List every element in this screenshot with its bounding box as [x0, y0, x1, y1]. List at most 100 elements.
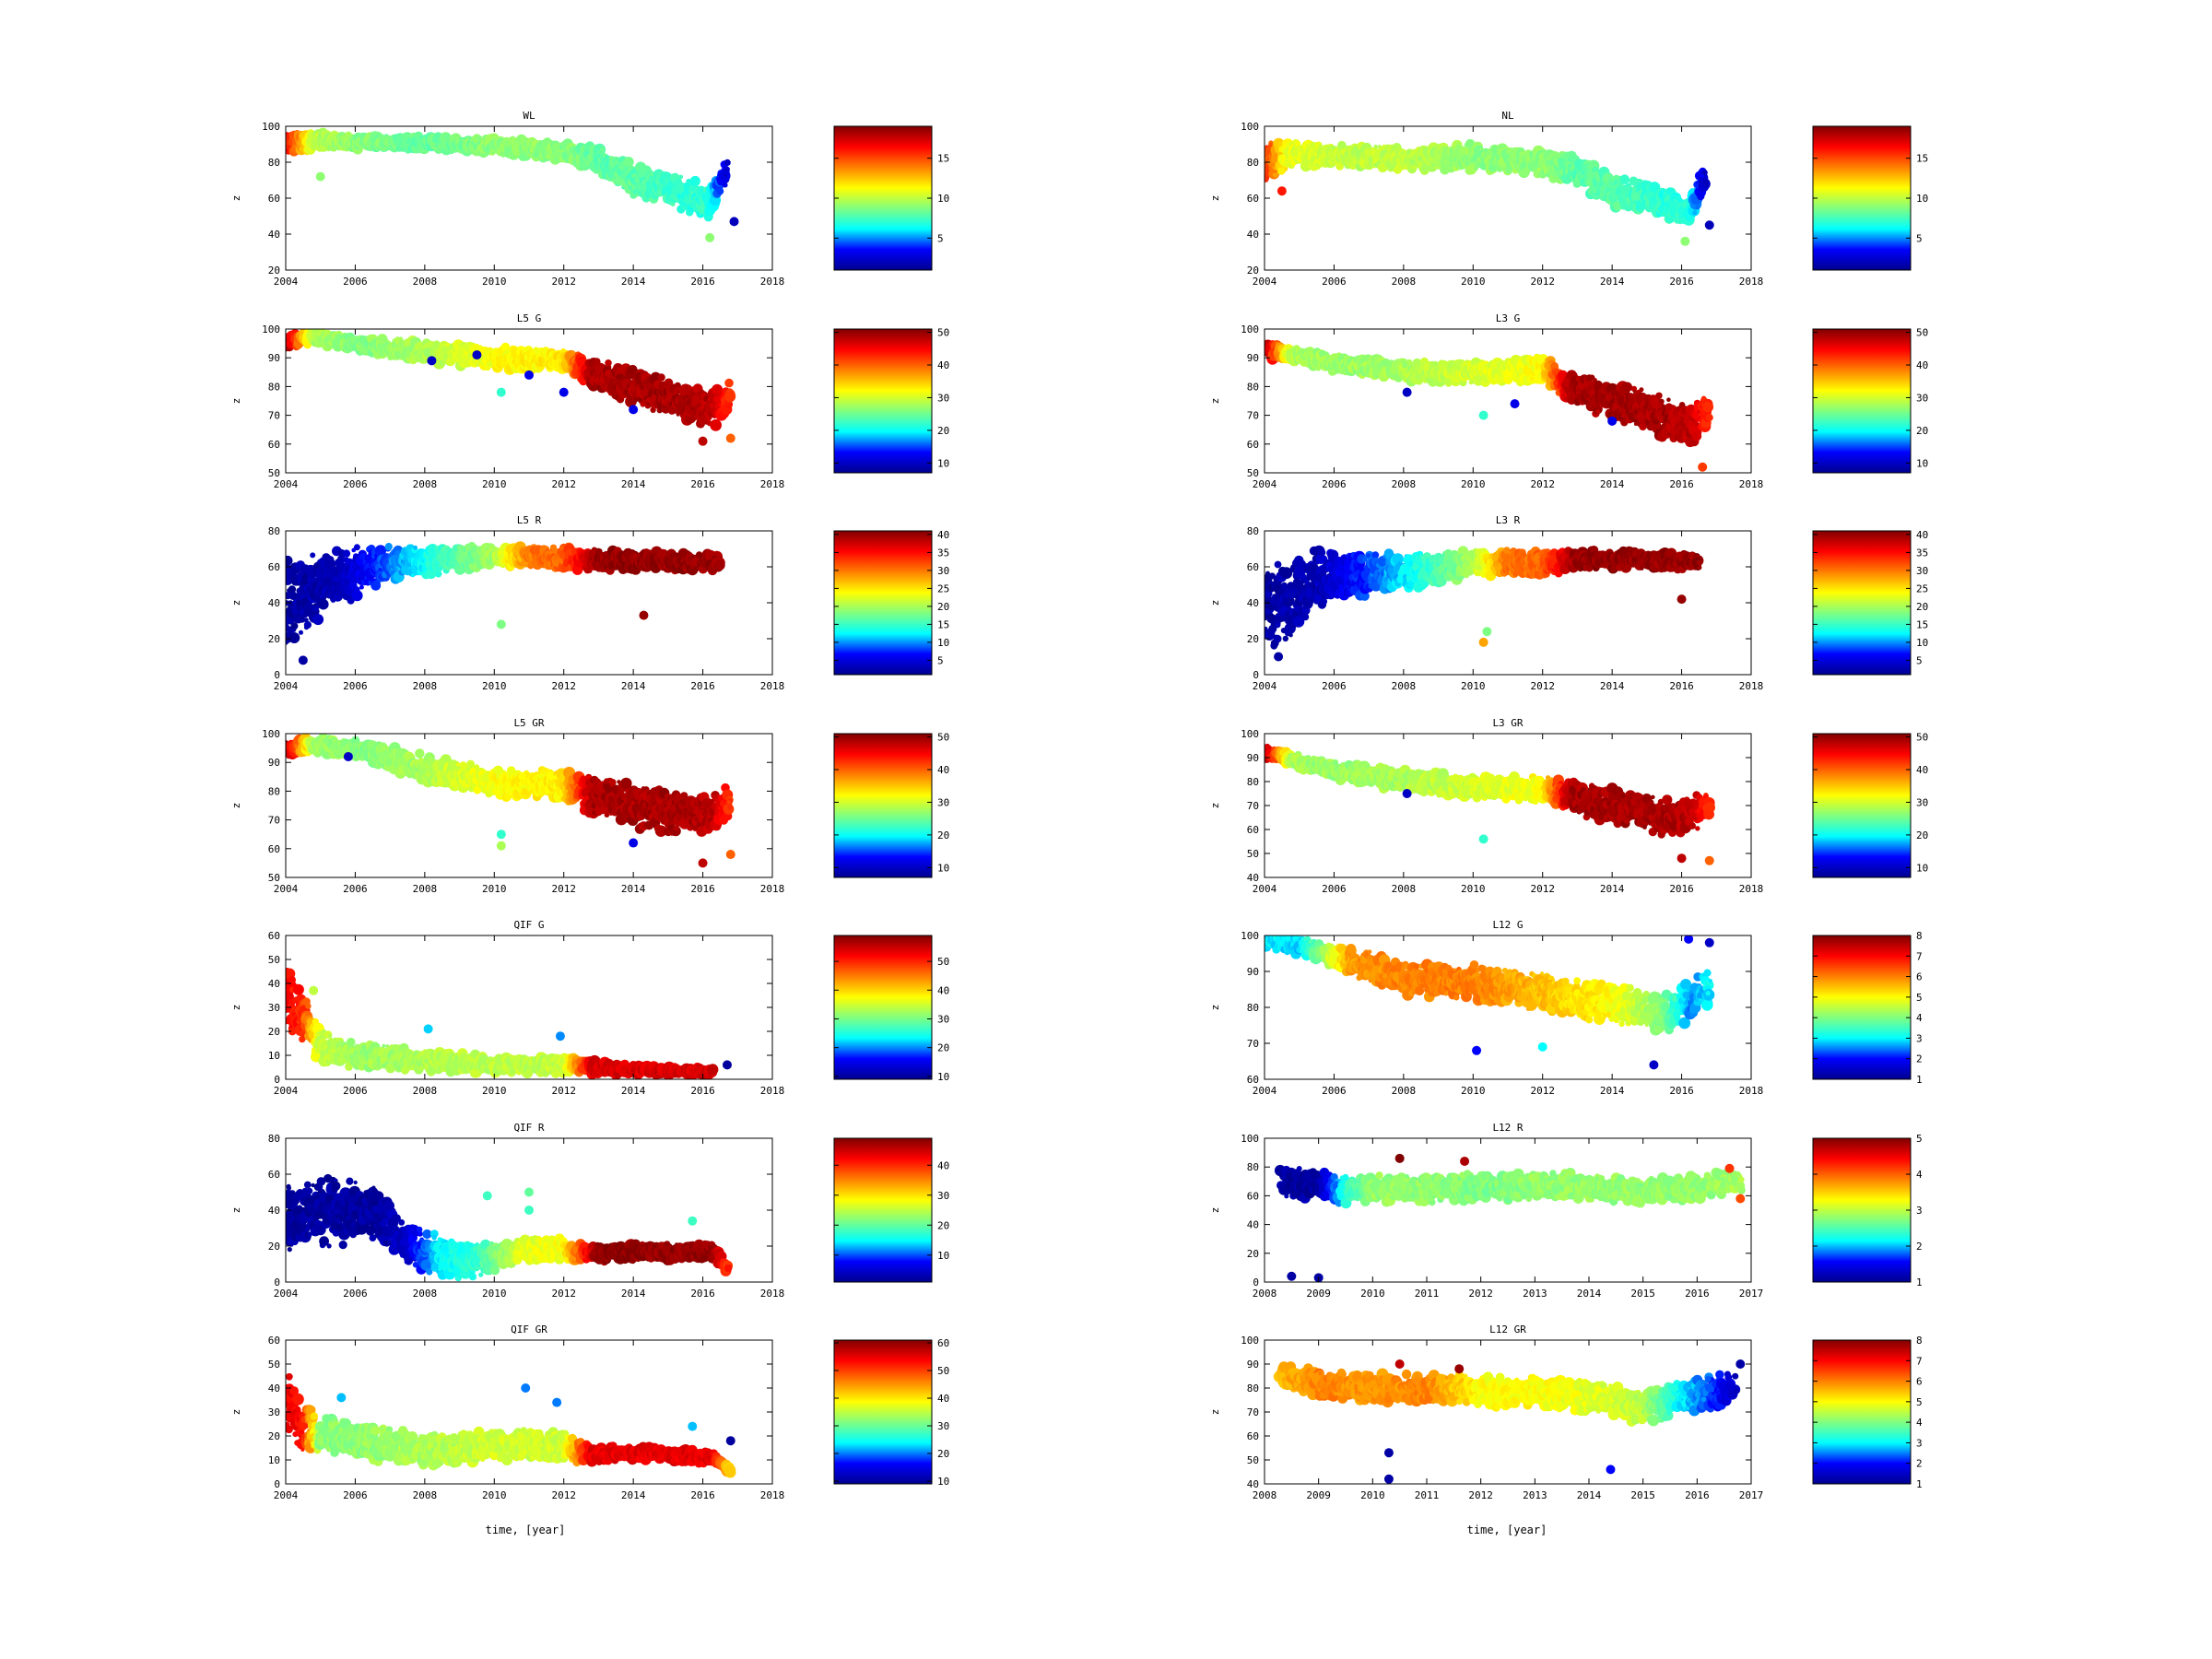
scatter-point [724, 390, 736, 403]
scatter-points [1265, 137, 1714, 246]
scatter-point [724, 159, 731, 166]
colorbar-tick-label: 10 [937, 193, 949, 205]
scatter-outlier [705, 232, 715, 242]
scatter-point [398, 336, 404, 341]
colorbar-tick-label: 20 [937, 425, 949, 437]
panel-title: WL [523, 110, 535, 122]
scatter-point [1695, 205, 1700, 210]
x-tick-label: 2008 [413, 276, 438, 288]
panel-title: NL [1501, 110, 1514, 122]
x-tick-label: 2008 [1392, 276, 1417, 288]
scatter-outlier [496, 387, 506, 397]
scatter-points [286, 127, 739, 242]
panel-wl: WL z 2004 2006 2008 2010 2012 2014 2016 2018 20 40 6… [230, 110, 949, 288]
scatter-point [724, 378, 734, 388]
colorbar-tick-label: 30 [937, 392, 949, 404]
y-axis-label: z [230, 195, 242, 202]
x-tick-label: 2012 [551, 478, 576, 490]
scatter-outlier [698, 436, 708, 446]
scatter-outlier [729, 217, 739, 227]
x-tick-label: 2016 [1669, 276, 1694, 288]
scatter-point [1639, 206, 1644, 212]
scatter-point [670, 202, 676, 206]
x-tick-label: 2008 [413, 478, 438, 490]
colorbar-tick-label: 15 [1916, 153, 1928, 165]
x-tick-label: 2018 [760, 276, 785, 288]
y-axis-label: z [1209, 195, 1221, 202]
scatter-point [715, 419, 720, 424]
scatter-point [716, 187, 724, 195]
colorbar-tick-label: 40 [937, 359, 949, 371]
x-tick-label: 2006 [343, 276, 368, 288]
scatter-outlier [1277, 186, 1287, 196]
panel-title: L5 G [517, 312, 542, 324]
x-tick-label: 2018 [1739, 276, 1764, 288]
x-tick-label: 2018 [760, 478, 785, 490]
scatter-point [605, 359, 612, 367]
y-tick-label: 60 [268, 193, 280, 205]
y-tick-label: 80 [268, 381, 280, 393]
x-tick-label: 2010 [482, 276, 507, 288]
x-tick-label: 2004 [274, 276, 299, 288]
x-tick-label: 2006 [1322, 276, 1347, 288]
x-tick-label: 2004 [274, 478, 299, 490]
y-tick-label: 60 [1247, 193, 1259, 205]
scatter-point [1702, 170, 1708, 176]
x-tick-label: 2006 [343, 478, 368, 490]
x-tick-label: 2016 [690, 276, 715, 288]
x-tick-label: 2016 [690, 478, 715, 490]
y-tick-label: 20 [268, 265, 280, 276]
colorbar-tick-label: 10 [937, 457, 949, 469]
scatter-outlier [1680, 236, 1690, 246]
scatter-point [600, 147, 605, 152]
y-tick-label: 100 [1241, 121, 1259, 133]
scatter-point [1701, 179, 1710, 186]
scatter-outlier [725, 433, 735, 443]
scatter-point [678, 174, 684, 180]
scatter-outlier [1704, 220, 1714, 230]
y-tick-label: 40 [268, 229, 280, 241]
scatter-outlier [472, 350, 482, 360]
y-tick-label: 90 [268, 352, 280, 364]
scatter-point [664, 378, 674, 388]
scatter-point [722, 172, 727, 178]
x-tick-label: 2010 [1461, 276, 1486, 288]
scatter-outlier [629, 405, 639, 415]
scatter-point [500, 342, 511, 352]
y-tick-label: 100 [262, 324, 280, 335]
colorbar [833, 125, 933, 271]
y-tick-label: 100 [262, 121, 280, 133]
x-tick-label: 2014 [621, 478, 646, 490]
scatter-point [1277, 167, 1286, 175]
scatter-outlier [315, 171, 325, 182]
y-tick-label: 70 [268, 410, 280, 422]
colorbar-tick-label: 5 [937, 232, 944, 244]
colorbar-tick-label: 10 [1916, 193, 1928, 205]
scatter-point [382, 336, 388, 343]
scatter-points [286, 329, 736, 446]
scatter-point [1373, 144, 1378, 149]
scatter-outlier [427, 356, 437, 366]
scatter-point [1649, 182, 1661, 194]
plot-frame [285, 328, 773, 474]
x-tick-label: 2012 [551, 276, 576, 288]
scatter-outlier [559, 387, 569, 397]
scatter-point [571, 350, 576, 355]
colorbar-tick-label: 50 [937, 327, 949, 339]
x-tick-label: 2014 [621, 276, 646, 288]
scatter-point [1697, 193, 1705, 201]
panel-title: L3 G [1496, 312, 1521, 324]
x-tick-label: 2010 [482, 478, 507, 490]
y-axis-label: z [230, 398, 242, 405]
scatter-point [1619, 174, 1630, 184]
x-tick-label: 2014 [1600, 276, 1625, 288]
y-tick-label: 80 [1247, 157, 1259, 169]
x-tick-label: 2004 [1253, 276, 1277, 288]
colorbar [1812, 125, 1912, 271]
colorbar [833, 328, 933, 474]
y-tick-label: 20 [1247, 265, 1259, 276]
